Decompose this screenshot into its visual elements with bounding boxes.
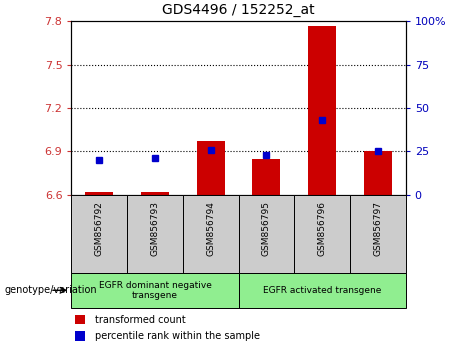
Bar	[85, 192, 113, 195]
Bar	[238, 195, 294, 273]
Text: EGFR activated transgene: EGFR activated transgene	[263, 286, 381, 295]
Text: GSM856797: GSM856797	[373, 201, 382, 256]
Text: GSM856793: GSM856793	[150, 201, 160, 256]
Bar	[364, 151, 392, 195]
Bar	[75, 331, 85, 341]
Bar	[127, 195, 183, 273]
Bar	[183, 195, 238, 273]
Bar	[308, 25, 336, 195]
Bar	[75, 315, 85, 324]
Text: GSM856796: GSM856796	[318, 201, 327, 256]
Bar	[294, 195, 350, 273]
Text: EGFR dominant negative
transgene: EGFR dominant negative transgene	[99, 281, 212, 300]
Bar	[350, 195, 406, 273]
Text: genotype/variation: genotype/variation	[5, 285, 97, 295]
Text: transformed count: transformed count	[95, 315, 186, 325]
Title: GDS4496 / 152252_at: GDS4496 / 152252_at	[162, 4, 315, 17]
Bar	[238, 273, 406, 308]
Bar	[253, 159, 280, 195]
Text: GSM856792: GSM856792	[95, 201, 104, 256]
Text: GSM856794: GSM856794	[206, 201, 215, 256]
Bar	[141, 192, 169, 195]
Bar	[71, 195, 127, 273]
Text: GSM856795: GSM856795	[262, 201, 271, 256]
Text: percentile rank within the sample: percentile rank within the sample	[95, 331, 260, 341]
Bar	[71, 273, 239, 308]
Bar	[197, 141, 225, 195]
